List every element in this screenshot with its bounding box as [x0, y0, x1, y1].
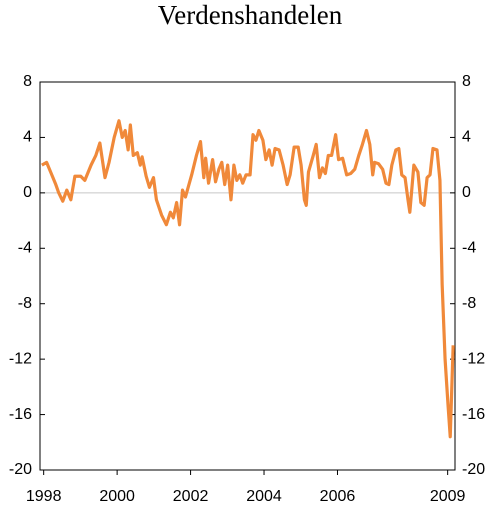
- data-line: [41, 119, 455, 439]
- y2-tick-label: -20: [462, 461, 485, 478]
- x-tick-label: 2006: [320, 488, 356, 505]
- x-tick-label: 2002: [173, 488, 209, 505]
- y-tick-label: -8: [18, 295, 32, 312]
- y2-tick-label: -16: [462, 406, 485, 423]
- x-tick-label: 2000: [99, 488, 135, 505]
- y2-tick-label: -8: [462, 295, 476, 312]
- y-tick-label: -4: [18, 240, 32, 257]
- y-tick-label: 4: [23, 129, 32, 146]
- y-tick-label: -20: [9, 461, 32, 478]
- y2-tick-label: -12: [462, 350, 485, 367]
- y2-tick-label: 0: [462, 184, 471, 201]
- y-tick-label: 0: [23, 184, 32, 201]
- y-tick-label: -16: [9, 406, 32, 423]
- y2-tick-label: -4: [462, 240, 476, 257]
- y-tick-label: -12: [9, 350, 32, 367]
- chart-title: Verdenshandelen: [158, 0, 343, 30]
- x-tick-label: 2004: [246, 488, 282, 505]
- x-tick-label: 1998: [26, 488, 62, 505]
- x-tick-label: 2009: [430, 488, 466, 505]
- y2-tick-label: 8: [462, 73, 471, 90]
- y-tick-label: 8: [23, 73, 32, 90]
- plot-frame: [39, 81, 456, 471]
- y2-tick-label: 4: [462, 129, 471, 146]
